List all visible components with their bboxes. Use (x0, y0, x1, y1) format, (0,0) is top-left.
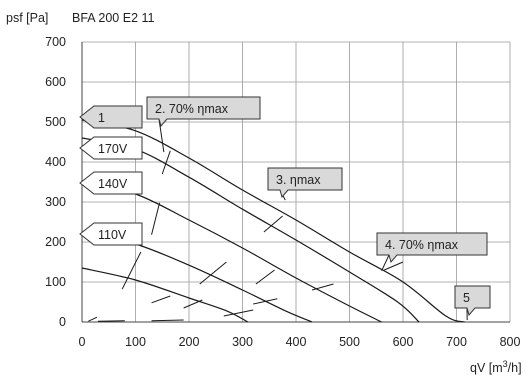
x-tick-label: 700 (446, 335, 467, 349)
callout-leader (158, 118, 165, 153)
callout: 2. 70% ηmax (146, 96, 261, 153)
efficiency-segment (183, 299, 203, 309)
curve-tag: 140V (79, 171, 143, 195)
efficiency-segment (88, 316, 98, 322)
callout-shape (376, 232, 488, 264)
y-tick-label: 600 (45, 75, 66, 89)
efficiency-segment (255, 269, 275, 285)
efficiency-segment (121, 251, 142, 290)
fan-curve-5 (81, 267, 249, 323)
x-tick-label: 800 (500, 335, 521, 349)
efficiency-segment (199, 261, 227, 285)
efficiency-segment (151, 319, 184, 322)
chart-title: BFA 200 E2 11 (72, 11, 155, 25)
y-tick-label: 100 (45, 275, 66, 289)
fan-curve-1 (81, 119, 465, 323)
tag-shape (79, 222, 143, 246)
callout: 5 (454, 285, 491, 321)
tag-label: 140V (98, 177, 128, 191)
efficiency-segment (151, 202, 161, 235)
x-tick-label: 500 (339, 335, 360, 349)
callout: 4. 70% ηmax (376, 232, 488, 272)
tag-label: 170V (98, 142, 128, 156)
y-tick-label: 0 (59, 315, 66, 329)
tag-label: 1 (98, 111, 105, 125)
grid (81, 41, 511, 323)
curve-tag: 170V (79, 136, 143, 160)
callout-shape (146, 96, 261, 128)
efficiency-segment (161, 150, 171, 175)
x-axis-label: qV [m3/h] (470, 359, 522, 375)
efficiency-segment (263, 215, 283, 233)
efficiency-segment (151, 295, 171, 304)
efficiency-segment (223, 309, 254, 317)
x-tick-label: 400 (286, 335, 307, 349)
callout: 3. ηmax (267, 167, 343, 201)
efficiency-segment (253, 298, 278, 305)
x-tick-label: 300 (232, 335, 253, 349)
tag-shape (79, 105, 143, 129)
curve-tag: 1 (79, 105, 143, 129)
x-tick-label: 0 (79, 335, 86, 349)
y-tick-label: 500 (45, 115, 66, 129)
y-tick-label: 300 (45, 195, 66, 209)
efficiency-segment (311, 283, 334, 291)
callout-label: 2. 70% ηmax (155, 102, 229, 116)
curve-tag: 110V (79, 222, 143, 246)
tag-shape (79, 171, 143, 195)
callout-label: 5 (463, 291, 470, 305)
x-tick-label: 600 (393, 335, 414, 349)
callout-shape (454, 285, 491, 317)
tag-shape (79, 136, 143, 160)
x-tick-label: 200 (179, 335, 200, 349)
annotations: 1 170V 140V 110V 2. 70% ηmax 3. ηmax 4. 70% ηm… (79, 96, 491, 321)
efficiency-lines (88, 150, 404, 322)
callout-leader (381, 254, 390, 272)
y-tick-label: 700 (45, 35, 66, 49)
efficiency-segment (384, 261, 404, 271)
callout-label: 3. ηmax (276, 173, 321, 187)
y-axis-label: psf [Pa] (6, 11, 48, 25)
tick-labels: 0 100 200 300 400 500 600 700 800 0 100 200 300 400 50… (45, 35, 520, 349)
x-tick-label: 100 (125, 335, 146, 349)
callout-label: 4. 70% ηmax (385, 238, 459, 252)
y-tick-label: 400 (45, 155, 66, 169)
callout-shape (267, 167, 343, 199)
y-tick-label: 200 (45, 235, 66, 249)
tag-label: 110V (98, 228, 127, 242)
